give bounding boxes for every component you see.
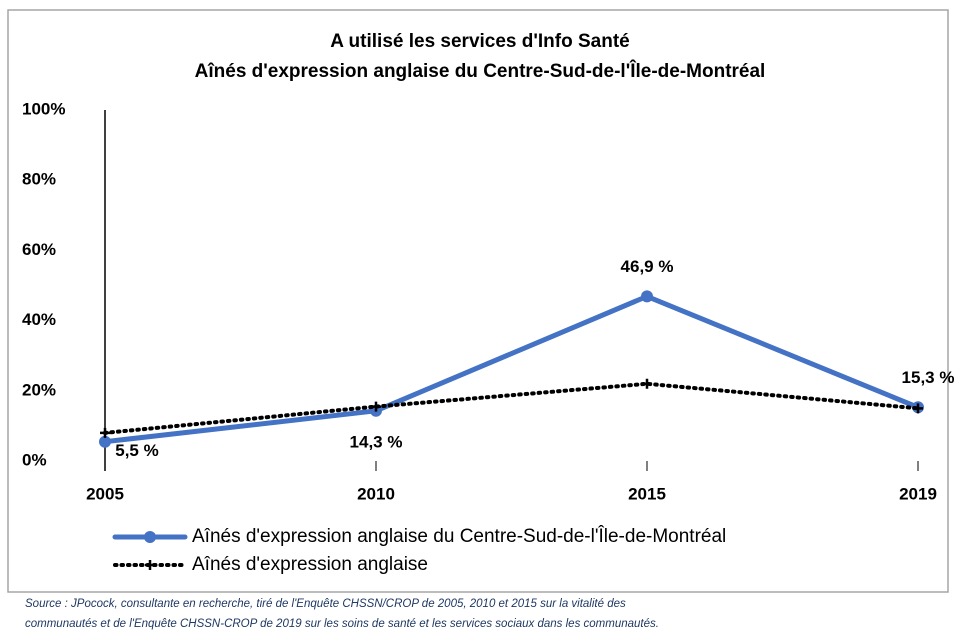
x-tick-label: 2010 [357,484,395,503]
data-label: 15,3 % [902,368,955,387]
marker [371,401,381,412]
x-tick-label: 2015 [628,484,666,503]
y-tick-label: 20% [22,380,56,399]
marker [641,290,653,303]
y-tick-label: 0% [22,450,47,469]
legend-marker [145,560,155,570]
chart-subtitle: Aînés d'expression anglaise du Centre-Su… [195,60,766,82]
data-label: 46,9 % [621,257,674,276]
marker [913,403,923,414]
marker [642,378,652,389]
y-tick-label: 40% [22,310,56,329]
chart-title: A utilisé les services d'Info Santé [330,31,629,52]
x-tick-label: 2019 [899,484,937,503]
y-tick-label: 60% [22,240,56,259]
marker [99,435,111,448]
source: Source : JPocock, consultante en recherc… [25,598,626,610]
data-label: 5,5 % [115,441,158,460]
legend-label: Aînés d'expression anglaise du Centre-Su… [192,525,726,547]
y-tick-label: 100% [22,99,65,118]
legend-label: Aînés d'expression anglaise [192,554,428,575]
marker [100,427,110,438]
series-line [102,293,921,445]
series-line [103,381,920,435]
y-tick-label: 80% [22,170,56,189]
chart-frame [7,9,949,593]
data-label: 14,3 % [350,432,403,451]
legend-marker [144,531,156,543]
source: communautés et de l'Enquête CHSSN-CROP d… [25,618,659,630]
x-tick-label: 2005 [86,484,124,503]
